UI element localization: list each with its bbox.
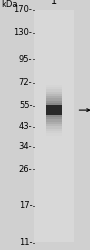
Text: 95-: 95-: [19, 55, 32, 64]
Text: 130-: 130-: [14, 28, 32, 37]
Text: 55-: 55-: [19, 101, 32, 110]
Bar: [46, 98, 62, 122]
Bar: [46, 87, 62, 133]
Text: 170-: 170-: [14, 6, 32, 15]
Text: 11-: 11-: [19, 238, 32, 247]
Bar: [46, 103, 62, 117]
Bar: [46, 92, 62, 129]
Bar: [46, 89, 62, 131]
Bar: [46, 106, 62, 115]
Text: 1: 1: [51, 0, 57, 6]
Bar: [46, 96, 62, 124]
Bar: [46, 84, 62, 136]
Text: 34-: 34-: [19, 142, 32, 151]
Bar: [46, 106, 62, 115]
Bar: [46, 94, 62, 126]
Text: 17-: 17-: [19, 201, 32, 210]
Text: kDa: kDa: [1, 0, 17, 9]
Text: 43-: 43-: [19, 122, 32, 131]
Bar: [34, 10, 74, 242]
Text: 72-: 72-: [19, 78, 32, 88]
Text: 26-: 26-: [19, 165, 32, 174]
Bar: [46, 101, 62, 119]
